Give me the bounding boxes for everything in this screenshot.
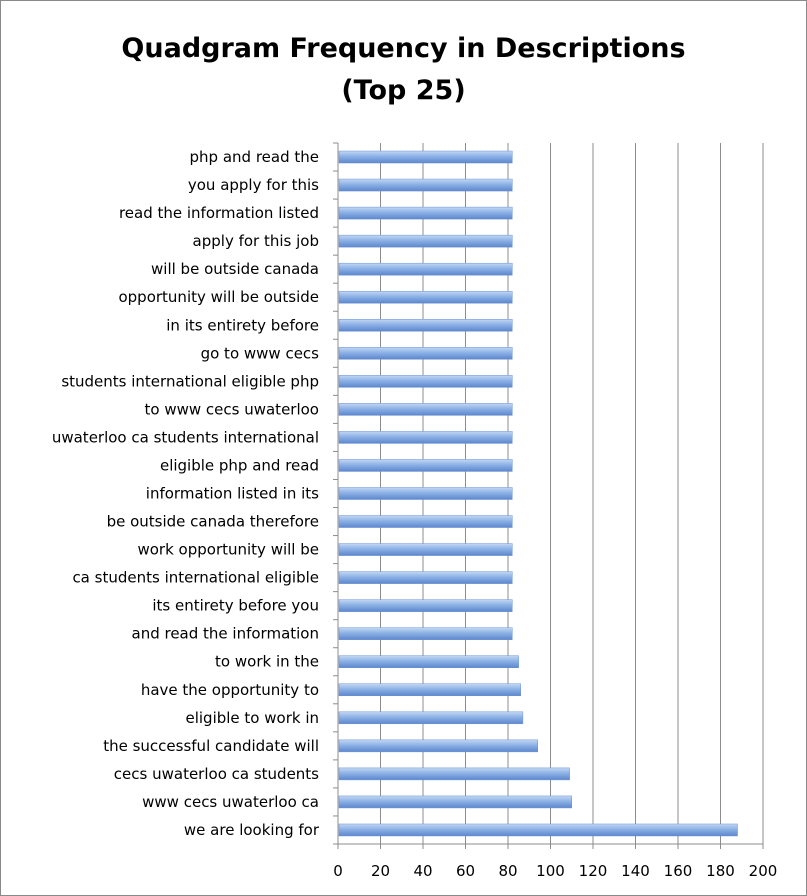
x-tick-label: 140 xyxy=(621,862,650,880)
category-label: you apply for this xyxy=(188,176,319,194)
category-label: read the information listed xyxy=(119,204,319,222)
bar xyxy=(338,290,513,304)
x-tick-label: 200 xyxy=(749,862,778,880)
bar xyxy=(338,711,524,725)
x-tick-label: 20 xyxy=(371,862,390,880)
category-label: eligible php and read xyxy=(160,456,319,474)
bar xyxy=(338,823,738,837)
category-label: will be outside canada xyxy=(151,260,319,278)
bar xyxy=(338,599,513,612)
bar xyxy=(338,543,513,556)
bar xyxy=(338,319,513,332)
category-label: to work in the xyxy=(215,653,319,671)
bar xyxy=(338,683,521,697)
category-label: uwaterloo ca students international xyxy=(52,428,319,446)
x-tick-label: 180 xyxy=(706,862,735,880)
x-tick-label: 80 xyxy=(498,862,517,880)
bar xyxy=(338,627,513,640)
x-tick-label: 60 xyxy=(456,862,475,880)
category-labels: php and read the you apply for this read t… xyxy=(52,148,320,839)
bar xyxy=(338,347,513,360)
x-tick-label: 100 xyxy=(536,862,565,880)
category-label: be outside canada therefore xyxy=(107,513,319,531)
category-label: apply for this job xyxy=(193,232,319,250)
category-label: students international eligible php xyxy=(61,372,319,390)
x-tick-label: 40 xyxy=(413,862,432,880)
category-label: work opportunity will be xyxy=(137,541,319,559)
category-label: go to www cecs xyxy=(201,344,320,362)
chart-title-line-2: (Top 25) xyxy=(341,75,466,106)
category-label: eligible to work in xyxy=(185,709,319,727)
bar xyxy=(338,571,513,584)
category-label: ca students international eligible xyxy=(72,569,319,587)
bar xyxy=(338,739,538,753)
category-label: the successful candidate will xyxy=(103,737,319,755)
bar xyxy=(338,431,513,444)
bar xyxy=(338,767,570,781)
category-label: opportunity will be outside xyxy=(118,288,319,306)
bar xyxy=(338,403,513,416)
bar xyxy=(338,262,513,276)
x-tick-label: 120 xyxy=(579,862,608,880)
category-label: php and read the xyxy=(190,148,319,166)
category-label: have the opportunity to xyxy=(141,681,319,699)
category-label: its entirety before you xyxy=(152,597,319,615)
chart-title-line-1: Quadgram Frequency in Descriptions xyxy=(121,33,686,64)
bar xyxy=(338,375,513,388)
category-label: to www cecs uwaterloo xyxy=(145,400,319,418)
category-label: and read the information xyxy=(132,625,320,643)
category-label: information listed in its xyxy=(146,485,319,503)
chart-title: Quadgram Frequency in Descriptions (Top … xyxy=(0,28,807,112)
bar xyxy=(338,150,513,164)
x-tick-label: 160 xyxy=(664,862,693,880)
bar xyxy=(338,234,513,248)
x-tick-label: 0 xyxy=(333,862,343,880)
category-label: www cecs uwaterloo ca xyxy=(142,793,319,811)
x-tick-labels: 0 20 40 60 80 100 120 140 160 180 200 xyxy=(333,862,777,880)
bar xyxy=(338,178,513,192)
bar xyxy=(338,795,572,809)
category-label: we are looking for xyxy=(184,821,320,839)
axes xyxy=(333,142,764,849)
bar xyxy=(338,487,513,500)
bar xyxy=(338,655,519,668)
bar xyxy=(338,206,513,220)
bars xyxy=(338,150,738,837)
category-label: in its entirety before xyxy=(166,316,319,334)
bar xyxy=(338,515,513,528)
bar xyxy=(338,459,513,472)
category-label: cecs uwaterloo ca students xyxy=(114,765,319,783)
